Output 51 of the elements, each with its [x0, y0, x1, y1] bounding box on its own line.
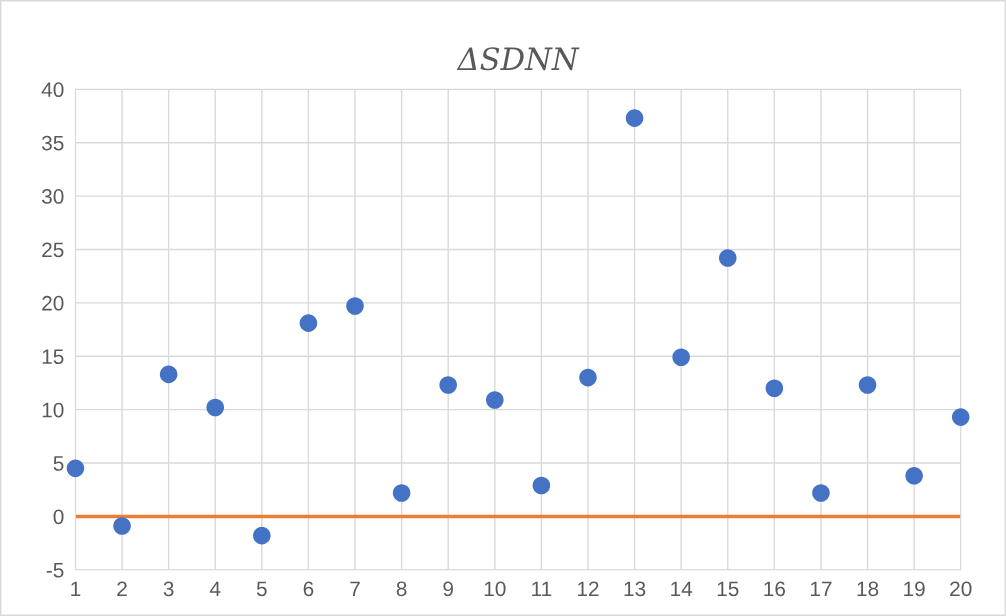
- x-tick-label: 13: [624, 581, 646, 597]
- x-tick-label: 8: [396, 581, 407, 597]
- point: [532, 476, 551, 495]
- x-tick-label: 10: [484, 581, 506, 597]
- y-tick-label: 30: [41, 189, 64, 204]
- point: [66, 459, 85, 478]
- x-tick-label: 19: [904, 581, 925, 597]
- y-tick-label: -5: [46, 563, 64, 578]
- point: [439, 376, 457, 394]
- y-tick-label: 40: [41, 82, 64, 98]
- y-tick-label: 20: [42, 295, 64, 311]
- point: [765, 379, 784, 398]
- x-tick-label: 3: [163, 581, 174, 597]
- x-tick-label: 6: [303, 581, 314, 597]
- y-tick-label: 35: [41, 135, 64, 151]
- x-tick-label: 7: [350, 581, 360, 597]
- y-tick-label: 0: [53, 509, 64, 525]
- x-tick-label: 11: [532, 581, 552, 597]
- x-tick-label: 1: [71, 581, 81, 597]
- point: [672, 348, 690, 367]
- point: [113, 517, 131, 535]
- x-tick-label: 4: [209, 581, 221, 597]
- y-tick-label: 15: [42, 349, 64, 365]
- x-tick-label: 16: [764, 581, 786, 597]
- point: [579, 368, 597, 387]
- y-tick-label: 10: [42, 402, 64, 418]
- x-tick-label: 15: [717, 581, 739, 597]
- y-tick-label: 5: [53, 456, 64, 471]
- point: [812, 484, 830, 502]
- chart-title: ΔSDNN: [456, 47, 580, 71]
- point: [625, 109, 644, 127]
- point: [392, 484, 411, 502]
- x-tick-label: 9: [443, 581, 454, 597]
- point: [718, 249, 737, 267]
- point: [905, 467, 923, 485]
- x-tick-label: 18: [857, 581, 879, 597]
- point: [159, 365, 178, 384]
- point: [858, 376, 877, 394]
- x-tick-label: 20: [950, 581, 972, 597]
- x-tick-label: 17: [810, 581, 832, 597]
- x-tick-label: 14: [671, 581, 693, 597]
- x-tick-label: 5: [256, 581, 267, 597]
- point: [951, 408, 970, 426]
- y-tick-label: 25: [42, 242, 64, 258]
- point: [299, 314, 318, 332]
- point: [206, 398, 225, 417]
- point: [486, 391, 504, 409]
- point: [346, 297, 364, 315]
- x-tick-label: 2: [117, 581, 127, 597]
- x-tick-label: 12: [577, 581, 599, 597]
- point: [253, 526, 271, 545]
